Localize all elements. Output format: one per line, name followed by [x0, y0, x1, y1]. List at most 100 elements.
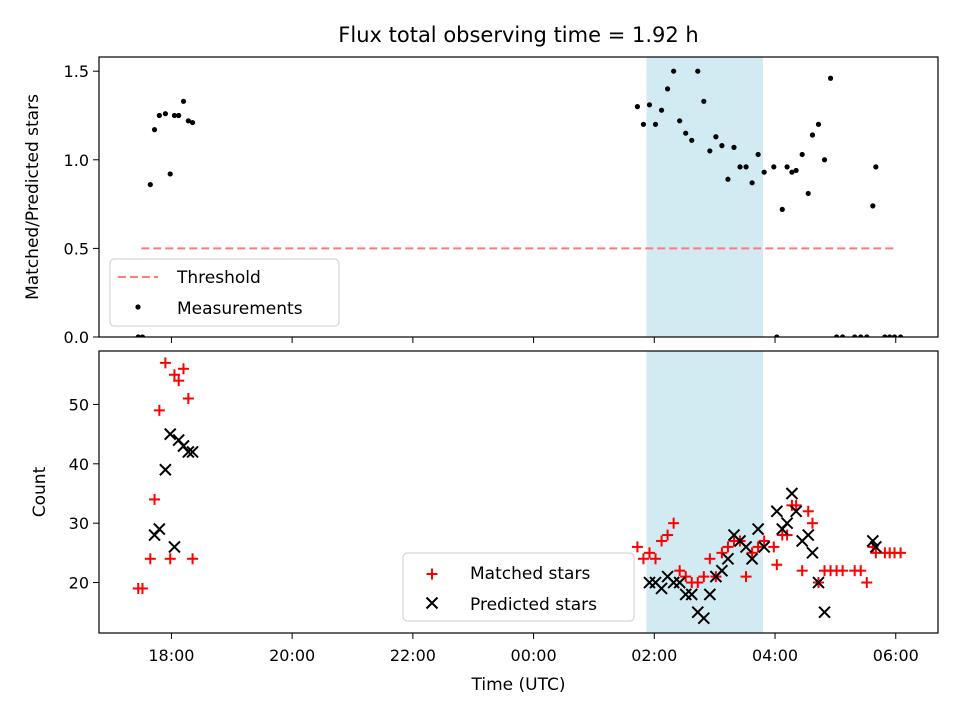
predicted-stars-point — [757, 540, 771, 554]
measurements-point — [852, 334, 858, 337]
matched-stars-point — [168, 369, 180, 381]
predicted-stars-point — [739, 540, 753, 554]
ratio-legend: Threshold Measurements — [109, 258, 340, 327]
legend-measurements-swatch — [135, 304, 141, 310]
measurements-point — [171, 112, 178, 119]
measurements-point — [833, 334, 840, 337]
x-tick-label: 18:00 — [148, 646, 194, 665]
measurements-point — [779, 206, 785, 213]
predicted-stars-point — [802, 528, 815, 542]
matched-stars-point — [182, 392, 194, 404]
predicted-stars-point — [168, 540, 181, 554]
measurements-point — [677, 118, 683, 124]
measurements-point — [882, 334, 888, 337]
predicted-stars-point — [715, 564, 729, 577]
matched-stars-point — [656, 535, 668, 547]
predicted-stars-point — [812, 576, 825, 589]
ratio-panel-frame — [98, 56, 939, 338]
count-y-tick-label: 20 — [69, 574, 89, 593]
predicted-stars-point — [785, 487, 799, 500]
measurements-point — [646, 102, 653, 108]
measurements-point — [784, 164, 790, 170]
predicted-stars-point — [770, 505, 784, 518]
measurements-point — [789, 169, 795, 175]
measurements-point — [809, 132, 816, 138]
matched-stars-point — [790, 499, 802, 511]
legend-threshold-label: Threshold — [176, 268, 261, 288]
ratio-y-tick-label: 0.5 — [64, 239, 89, 258]
predicted-stars-point — [789, 505, 803, 518]
measurements-point — [634, 104, 641, 110]
measurements-point — [701, 98, 707, 104]
predicted-stars-point — [153, 522, 166, 536]
matched-stars-point — [187, 553, 199, 565]
count-y-tick-label: 40 — [69, 455, 89, 474]
legend-predicted-label: Predicted stars — [470, 595, 597, 615]
measurements-point — [749, 180, 755, 186]
predicted-stars-point — [703, 588, 717, 601]
matched-stars-point — [855, 565, 867, 577]
measurements-point — [827, 75, 834, 81]
predicted-stars-point — [655, 582, 668, 595]
matched-stars-point — [631, 541, 643, 553]
measurements-point — [185, 118, 191, 124]
matched-stars-point — [722, 541, 734, 553]
matched-stars-point — [806, 517, 818, 529]
measurements-point — [873, 164, 879, 170]
predicted-stars-point — [780, 516, 794, 530]
measurements-point — [180, 98, 187, 104]
measurements-point — [761, 169, 767, 175]
measurements-point — [151, 127, 158, 133]
matched-stars-point — [136, 582, 148, 594]
measurements-point — [707, 148, 713, 154]
matched-stars-point — [149, 493, 161, 505]
matched-stars-point — [178, 363, 190, 375]
measurements-point — [167, 171, 173, 177]
x-tick-label: 02:00 — [631, 646, 677, 665]
matched-stars-point — [650, 553, 662, 565]
matched-stars-point — [643, 547, 655, 559]
legend-matched-swatch — [426, 568, 438, 580]
ratio-plot-area — [135, 68, 904, 337]
highlight-span-bottom — [646, 351, 763, 633]
chart-title: Flux total observing time = 1.92 h — [338, 23, 698, 47]
count-panel: 20 30 40 50 Count Matched stars Predicted s… — [30, 350, 939, 639]
count-plot-area — [132, 357, 907, 625]
matched-stars-point — [895, 547, 907, 559]
matched-stars-point — [680, 571, 692, 583]
measurements-point — [799, 151, 805, 158]
matched-stars-point — [637, 553, 649, 565]
measurements-point — [774, 334, 780, 337]
measurements-point — [695, 68, 701, 74]
predicted-stars-point — [182, 445, 195, 459]
ratio-y-tick-label: 0.0 — [64, 328, 89, 347]
measurements-point — [891, 334, 898, 337]
matched-stars-point — [144, 553, 156, 565]
measurements-point — [864, 334, 870, 337]
measurements-point — [640, 121, 647, 127]
ratio-axis-ticks: 0.0 0.5 1.0 1.5 — [64, 62, 897, 347]
predicted-stars-point — [721, 552, 735, 565]
matched-stars-point — [837, 565, 849, 577]
predicted-stars-point — [186, 445, 199, 459]
measurements-point — [821, 157, 828, 163]
measurements-point — [840, 334, 846, 337]
measurements-point — [139, 334, 146, 337]
ratio-panel: 0.0 0.5 1.0 1.5 Matched/Predicted stars Thr… — [23, 56, 939, 347]
predicted-stars-point — [164, 427, 177, 441]
matched-stars-point — [861, 577, 873, 589]
matched-stars-point — [768, 541, 780, 553]
matched-stars-point — [740, 571, 752, 583]
x-tick-label: 00:00 — [511, 646, 557, 665]
measurements-point — [189, 119, 196, 126]
measurements-point — [135, 334, 141, 337]
measurements-point — [887, 334, 893, 337]
matched-stars-point — [173, 375, 185, 387]
predicted-stars-point — [697, 611, 711, 625]
matched-stars-point — [746, 547, 758, 559]
measurements-point — [737, 164, 743, 170]
measurements-point — [147, 181, 153, 188]
ratio-y-tick-label: 1.5 — [64, 62, 89, 81]
count-legend-box — [402, 552, 635, 622]
matched-stars-point — [752, 541, 764, 553]
